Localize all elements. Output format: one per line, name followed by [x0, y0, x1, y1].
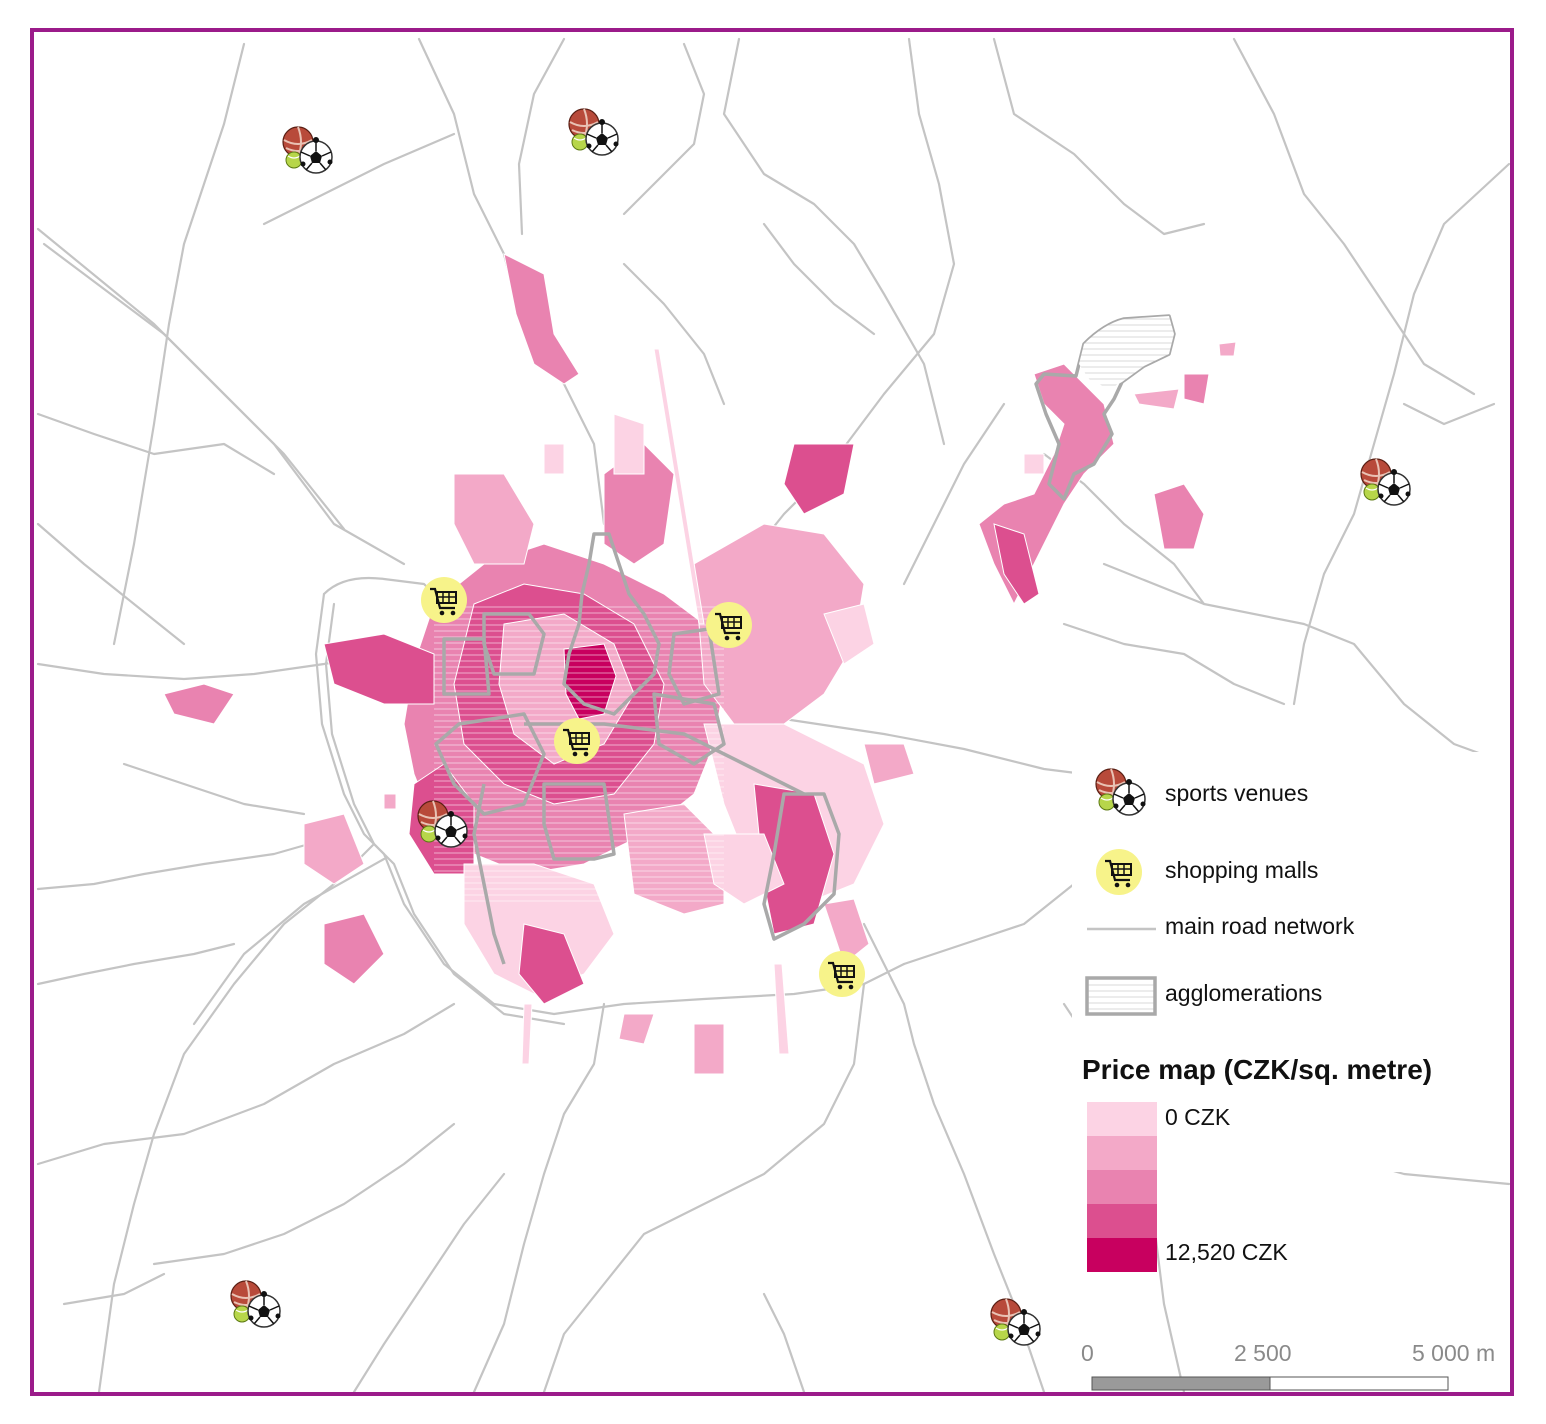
map-canvas[interactable]	[34, 32, 1510, 1392]
shopping-cart-icon[interactable]	[552, 716, 602, 766]
price-class-swatch	[1087, 1170, 1157, 1204]
price-min-label: 0 CZK	[1165, 1104, 1231, 1130]
legend-cart-icon	[1094, 847, 1144, 897]
sports-venue-icon[interactable]	[1360, 458, 1412, 506]
price-class-swatch	[1087, 1238, 1157, 1272]
sports-venue-icon[interactable]	[568, 108, 620, 156]
price-legend-ramp	[1087, 1102, 1157, 1272]
price-legend-title: Price map (CZK/sq. metre)	[1082, 1054, 1433, 1085]
price-class-swatch	[1087, 1102, 1157, 1136]
sports-venue-icon[interactable]	[282, 126, 334, 174]
shopping-cart-icon[interactable]	[704, 600, 754, 650]
legend-agglomerations-label: agglomerations	[1165, 980, 1323, 1006]
shopping-cart-icon[interactable]	[817, 949, 867, 999]
price-class-swatch	[1087, 1136, 1157, 1170]
legend-roads-label: main road network	[1165, 913, 1355, 939]
legend-sports-label: sports venues	[1165, 780, 1309, 806]
price-class-swatch	[1087, 1204, 1157, 1238]
sports-venue-icon[interactable]	[230, 1280, 282, 1328]
scale-bar	[1091, 1376, 1449, 1391]
price-max-label: 12,520 CZK	[1165, 1239, 1288, 1265]
agglomeration-hatch	[1079, 316, 1174, 389]
scale-tick-end: 5 000 m	[1412, 1340, 1496, 1366]
legend-malls-label: shopping malls	[1165, 857, 1319, 883]
scale-tick-0: 0	[1081, 1340, 1094, 1366]
shopping-cart-icon[interactable]	[419, 575, 469, 625]
sports-venue-icon[interactable]	[990, 1298, 1042, 1346]
scale-tick-mid: 2 500	[1234, 1340, 1292, 1366]
map-frame	[30, 28, 1514, 1396]
legend-agglomeration-swatch	[1085, 976, 1157, 1016]
